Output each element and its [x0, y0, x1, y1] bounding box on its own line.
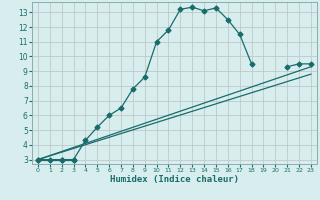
X-axis label: Humidex (Indice chaleur): Humidex (Indice chaleur)	[110, 175, 239, 184]
